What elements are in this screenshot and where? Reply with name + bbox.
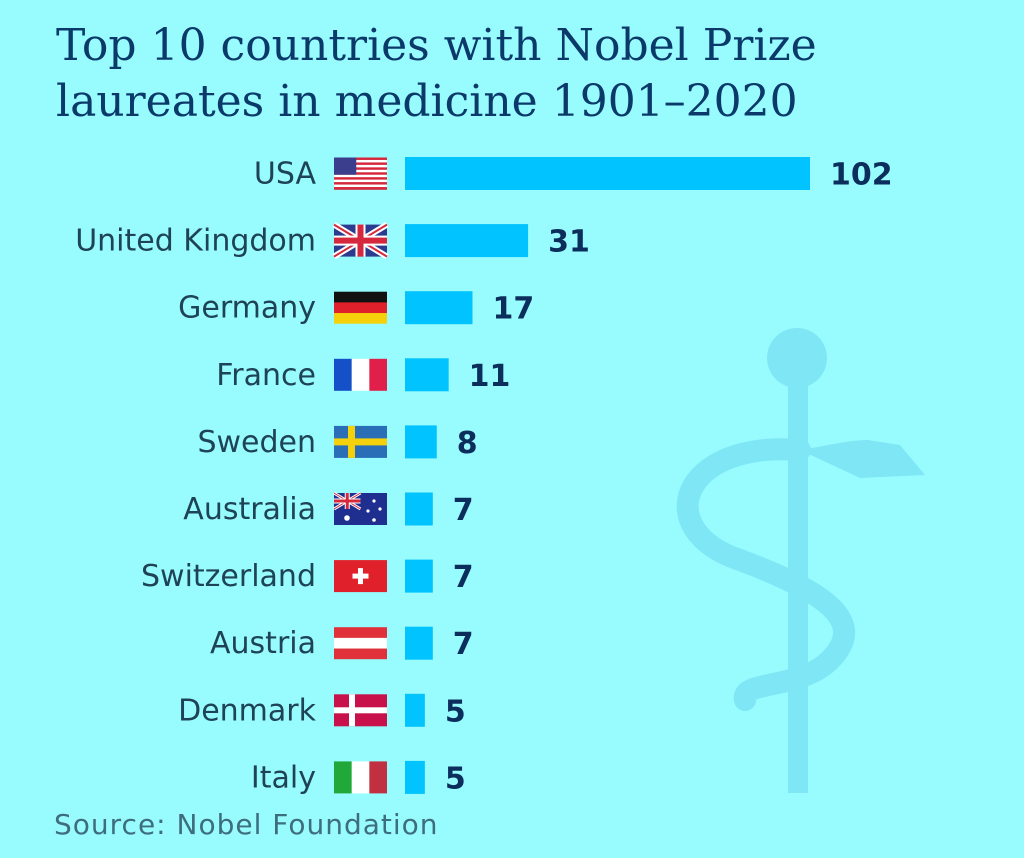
category-label: Italy xyxy=(251,760,316,795)
value-label: 7 xyxy=(453,627,474,662)
value-label: 5 xyxy=(445,761,466,796)
category-label: USA xyxy=(254,157,317,192)
bar xyxy=(405,626,433,660)
value-label: 17 xyxy=(493,292,535,327)
bar xyxy=(405,492,433,526)
australia-flag-icon xyxy=(333,491,387,525)
bar xyxy=(405,760,425,794)
sweden-flag-icon xyxy=(334,425,387,458)
category-label: France xyxy=(216,358,316,393)
germany-flag-icon xyxy=(334,291,387,324)
usa-flag-icon xyxy=(334,157,387,190)
value-label: 11 xyxy=(469,359,511,394)
value-label: 31 xyxy=(548,225,590,260)
bar xyxy=(405,693,425,727)
bar xyxy=(405,425,437,459)
source-note: Source: Nobel Foundation xyxy=(54,808,439,841)
austria-flag-icon xyxy=(334,627,387,660)
category-label: United Kingdom xyxy=(75,224,316,259)
category-label: Germany xyxy=(178,291,316,326)
bar xyxy=(405,157,810,190)
italy-flag-icon xyxy=(334,761,387,794)
value-label: 5 xyxy=(445,694,466,729)
value-label: 8 xyxy=(457,426,478,461)
uk-flag-icon xyxy=(332,222,389,260)
denmark-flag-icon xyxy=(334,694,387,727)
category-label: Switzerland xyxy=(141,559,316,594)
bar xyxy=(405,291,473,325)
value-label: 7 xyxy=(453,493,474,528)
value-label: 102 xyxy=(830,158,893,193)
bar xyxy=(405,224,529,258)
bar xyxy=(405,559,433,593)
switzerland-flag-icon xyxy=(334,560,387,593)
category-label: Sweden xyxy=(197,425,316,460)
france-flag-icon xyxy=(334,358,387,391)
category-label: Australia xyxy=(183,492,316,527)
category-label: Austria xyxy=(210,626,316,661)
category-label: Denmark xyxy=(178,693,317,728)
chart-title: Top 10 countries with Nobel Prize laurea… xyxy=(56,20,817,127)
bar xyxy=(405,358,449,392)
value-label: 7 xyxy=(453,560,474,595)
